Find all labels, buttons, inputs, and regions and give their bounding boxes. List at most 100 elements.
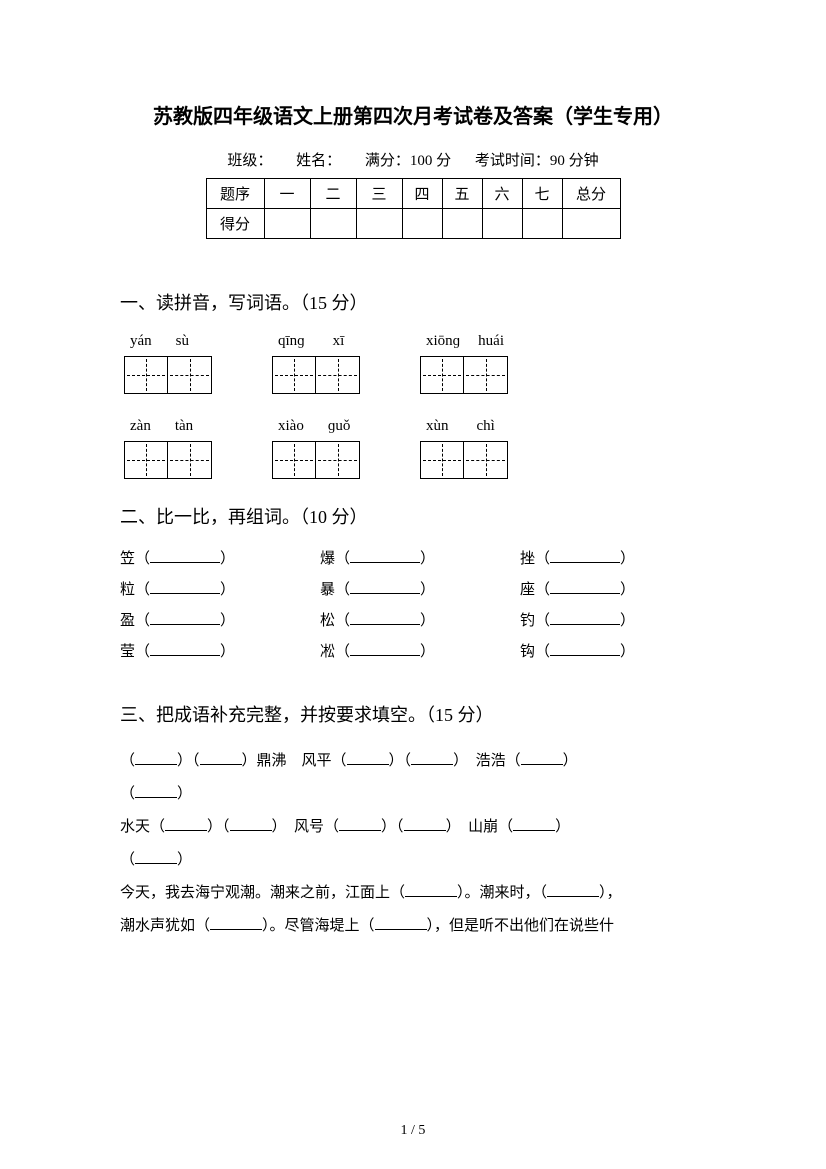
compare-item: 钓（） <box>520 609 635 630</box>
pinyin-text: xùnchì <box>420 418 508 435</box>
blank[interactable] <box>347 751 389 765</box>
char-cell[interactable] <box>464 441 508 479</box>
score-cell[interactable] <box>264 209 310 239</box>
text: ） <box>555 819 570 835</box>
blank[interactable] <box>210 916 262 930</box>
score-cell[interactable] <box>402 209 442 239</box>
char-cell[interactable] <box>420 356 464 394</box>
char-cell[interactable] <box>124 356 168 394</box>
text: ）（ <box>207 819 230 835</box>
blank[interactable] <box>550 642 620 656</box>
blank[interactable] <box>350 549 420 563</box>
char-box[interactable] <box>272 441 360 479</box>
blank[interactable] <box>135 751 177 765</box>
compare-item: 盈（ ） <box>120 609 320 630</box>
section1-title: 一、读拼音，写词语。（15 分） <box>120 289 706 315</box>
blank[interactable] <box>550 549 620 563</box>
char-box[interactable] <box>272 356 360 394</box>
blank[interactable] <box>547 883 599 897</box>
score-cell[interactable] <box>310 209 356 239</box>
blank[interactable] <box>375 916 427 930</box>
meta-info: 班级： 姓名： 满分：100 分 考试时间：90 分钟 <box>120 149 706 170</box>
text: ）。潮来时，（ <box>457 885 547 901</box>
blank[interactable] <box>350 580 420 594</box>
pinyin-item: xiōnɡhuái <box>420 333 508 394</box>
blank[interactable] <box>339 817 381 831</box>
blank[interactable] <box>150 611 220 625</box>
paren-close: ） <box>420 609 435 630</box>
blank[interactable] <box>404 817 446 831</box>
text: ），但是听不出他们在说些什 <box>427 918 615 934</box>
blank[interactable] <box>350 611 420 625</box>
char-cell[interactable] <box>272 441 316 479</box>
compare-row: 莹（）凇（）钩（） <box>120 640 706 661</box>
paren-close: ） <box>420 640 435 661</box>
compare-char: 挫（ <box>520 547 550 568</box>
section2-title: 二、比一比，再组词。（10 分） <box>120 503 706 529</box>
compare-char: 钩（ <box>520 640 550 661</box>
compare-item: 粒（） <box>120 578 320 599</box>
char-cell[interactable] <box>272 356 316 394</box>
blank[interactable] <box>135 850 177 864</box>
name-label: 姓名： <box>296 153 341 169</box>
score-cell[interactable] <box>562 209 620 239</box>
compare-item: 笠（ ） <box>120 547 320 568</box>
blank[interactable] <box>411 751 453 765</box>
char-cell[interactable] <box>316 441 360 479</box>
blank[interactable] <box>513 817 555 831</box>
exam-title: 苏教版四年级语文上册第四次月考试卷及答案（学生专用） <box>120 100 706 129</box>
word-compare: 笠（）爆（）挫（）粒（）暴（）座（）盈（）松（）钓（）莹（）凇（）钩（） <box>120 547 706 661</box>
compare-char: 莹（ <box>120 640 150 661</box>
compare-item: 松（） <box>320 609 520 630</box>
char-cell[interactable] <box>168 356 212 394</box>
table-row: 得分 <box>206 209 620 239</box>
score-cell[interactable] <box>482 209 522 239</box>
pinyin-text: xiōnɡhuái <box>420 333 508 350</box>
blank[interactable] <box>521 751 563 765</box>
paren-close: ） <box>220 547 235 568</box>
compare-item: 暴（） <box>320 578 520 599</box>
row-label-cell: 得分 <box>206 209 264 239</box>
blank[interactable] <box>350 642 420 656</box>
pinyin-text: qīnɡxī <box>272 333 360 350</box>
blank[interactable] <box>200 751 242 765</box>
idiom-line: （） <box>120 778 706 811</box>
blank[interactable] <box>150 549 220 563</box>
char-cell[interactable] <box>420 441 464 479</box>
score-cell[interactable] <box>442 209 482 239</box>
compare-char: 座（ <box>520 578 550 599</box>
blank[interactable] <box>150 580 220 594</box>
header-cell: 七 <box>522 179 562 209</box>
score-table: 题序 一 二 三 四 五 六 七 总分 得分 <box>206 178 621 239</box>
page-number: 1 / 5 <box>0 1123 826 1139</box>
char-cell[interactable] <box>316 356 360 394</box>
char-cell[interactable] <box>124 441 168 479</box>
blank[interactable] <box>230 817 272 831</box>
compare-char: 笠（ <box>120 547 150 568</box>
compare-char: 粒（ <box>120 578 150 599</box>
paren-close: ） <box>620 578 635 599</box>
blank[interactable] <box>135 784 177 798</box>
char-box[interactable] <box>420 356 508 394</box>
char-cell[interactable] <box>464 356 508 394</box>
text: ） <box>563 753 578 769</box>
char-box[interactable] <box>124 441 212 479</box>
text: （ <box>120 852 135 868</box>
score-cell[interactable] <box>356 209 402 239</box>
char-cell[interactable] <box>168 441 212 479</box>
blank[interactable] <box>405 883 457 897</box>
text: ） 山崩（ <box>446 819 514 835</box>
blank[interactable] <box>165 817 207 831</box>
compare-row: 粒（）暴（）座（ ） <box>120 578 706 599</box>
paren-close: ） <box>220 609 235 630</box>
char-box[interactable] <box>124 356 212 394</box>
compare-char: 盈（ <box>120 609 150 630</box>
score-cell[interactable] <box>522 209 562 239</box>
header-cell: 总分 <box>562 179 620 209</box>
char-box[interactable] <box>420 441 508 479</box>
blank[interactable] <box>550 580 620 594</box>
blank[interactable] <box>550 611 620 625</box>
compare-row: 盈（）松（）钓（） <box>120 609 706 630</box>
header-cell: 六 <box>482 179 522 209</box>
blank[interactable] <box>150 642 220 656</box>
